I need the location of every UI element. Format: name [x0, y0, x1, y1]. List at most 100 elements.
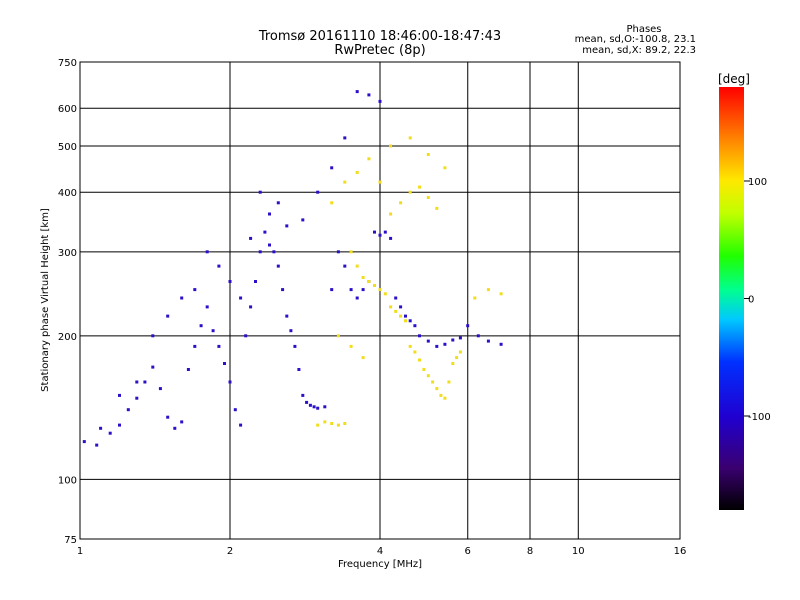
data-point [158, 387, 162, 391]
data-point [361, 276, 365, 279]
data-point [330, 166, 334, 170]
data-point [211, 329, 215, 333]
data-point [361, 288, 365, 292]
data-point [254, 280, 257, 283]
x-tick-label: 16 [674, 546, 687, 557]
data-point [223, 362, 226, 365]
data-point [297, 368, 301, 371]
data-point [367, 280, 371, 283]
x-axis-label: Frequency [MHz] [338, 559, 422, 570]
data-point [422, 368, 426, 371]
y-tick-label: 75 [64, 535, 77, 546]
y-tick-label: 300 [58, 248, 77, 259]
data-point [180, 296, 184, 300]
data-point [193, 344, 197, 348]
x-tick-label: 1 [77, 546, 83, 557]
data-point [151, 334, 155, 338]
data-point [343, 180, 347, 184]
series-x-points [316, 136, 503, 427]
phases-x-stats: mean, sd,X: 89.2, 22.3 [582, 45, 696, 56]
data-point [355, 171, 359, 174]
data-point [476, 334, 480, 338]
data-point [239, 423, 243, 427]
data-point [355, 296, 359, 300]
colorbar-tick-label: -100 [748, 412, 771, 423]
phases-o-stats: mean, sd,O:-100.8, 23.1 [575, 34, 696, 45]
data-point [349, 250, 353, 254]
y-axis-label: Stationary phase Virtual Height [km] [40, 208, 51, 392]
colorbar-ticks: 100 0 -100 [744, 177, 771, 423]
data-point [293, 344, 297, 348]
data-point [413, 324, 417, 328]
data-point [408, 190, 412, 194]
colorbar-unit: [deg] [718, 72, 750, 86]
data-point [135, 380, 139, 384]
data-point [355, 264, 359, 268]
data-point [276, 201, 280, 205]
data-point [418, 334, 421, 338]
data-point [408, 344, 412, 348]
phases-title: Phases [626, 24, 661, 35]
data-point [268, 243, 271, 247]
data-point [217, 344, 221, 348]
data-point [228, 380, 232, 384]
data-point [378, 288, 382, 292]
x-tick-label: 6 [465, 546, 471, 557]
data-point [239, 296, 243, 300]
data-point [108, 431, 112, 435]
chart-subtitle: RwPretec (8p) [334, 43, 425, 58]
data-point [289, 329, 293, 333]
data-point [435, 387, 439, 391]
data-point [249, 305, 253, 309]
data-point [258, 190, 262, 194]
data-point [281, 288, 285, 292]
data-point [312, 405, 316, 409]
data-point [399, 201, 403, 205]
data-point [323, 420, 327, 424]
y-tick-label: 750 [58, 58, 77, 69]
data-point [316, 190, 320, 194]
data-point [336, 423, 340, 427]
data-point [404, 319, 407, 323]
data-point [431, 380, 435, 384]
data-point [272, 250, 276, 254]
data-point [361, 356, 365, 360]
data-point [426, 374, 430, 378]
data-point [394, 296, 398, 300]
data-point [349, 288, 353, 292]
data-point [193, 288, 197, 292]
data-point [233, 408, 237, 412]
data-point [343, 136, 347, 140]
colorbar [719, 87, 744, 510]
data-point [228, 280, 232, 283]
data-point [418, 185, 421, 189]
y-tick-label: 500 [58, 142, 77, 153]
data-point [143, 380, 147, 384]
data-point [135, 396, 139, 400]
data-point [443, 166, 447, 170]
data-point [285, 224, 289, 228]
data-point [389, 144, 393, 148]
data-point [166, 314, 170, 318]
data-point [378, 99, 382, 103]
y-tick-label: 200 [58, 332, 77, 343]
data-point [486, 288, 490, 292]
y-tick-label: 400 [58, 188, 77, 199]
data-point [186, 368, 190, 371]
data-point [383, 230, 387, 234]
data-point [367, 93, 371, 97]
data-point [258, 250, 262, 254]
data-point [466, 324, 470, 328]
data-point [378, 233, 382, 237]
data-point [439, 393, 443, 397]
data-point [316, 423, 320, 427]
data-point [426, 153, 430, 156]
data-point [378, 180, 382, 184]
data-point [205, 250, 209, 254]
data-point [451, 338, 455, 342]
data-point [394, 309, 398, 313]
data-point [373, 230, 376, 234]
data-point [308, 403, 312, 407]
data-point [389, 305, 393, 309]
